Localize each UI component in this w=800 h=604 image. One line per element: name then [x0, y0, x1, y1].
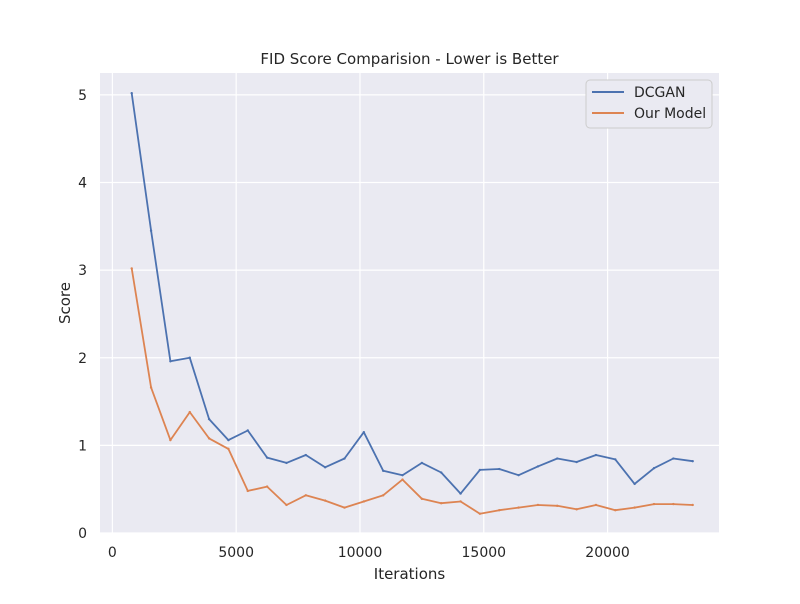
data-point: [614, 509, 617, 512]
data-point: [517, 473, 520, 477]
legend-label: DCGAN: [634, 85, 685, 101]
y-tick-label: 1: [78, 438, 87, 454]
x-tick-label: 20000: [585, 545, 630, 561]
data-point: [536, 503, 540, 507]
data-point: [343, 506, 346, 509]
data-point: [575, 460, 578, 464]
y-tick-label: 5: [78, 88, 87, 104]
data-point: [420, 497, 424, 501]
data-point: [401, 478, 404, 481]
data-point: [323, 499, 327, 502]
data-point: [575, 508, 578, 511]
data-point: [188, 410, 191, 414]
y-tick-label: 3: [78, 263, 87, 279]
data-point: [246, 429, 249, 432]
data-point: [246, 489, 249, 493]
data-point: [517, 506, 520, 509]
data-point: [149, 386, 153, 389]
data-point: [556, 504, 559, 508]
data-point: [227, 438, 230, 442]
y-tick-label: 2: [78, 351, 87, 367]
data-point: [265, 485, 269, 488]
data-point: [362, 500, 366, 503]
tick-labels: 0 5000 10000 15000 20000 0 1 2 3 4 5: [78, 88, 630, 561]
data-point: [130, 91, 133, 95]
data-point: [594, 453, 598, 457]
data-point: [362, 431, 366, 434]
data-point: [594, 503, 598, 507]
data-point: [285, 461, 288, 465]
y-tick-label: 4: [78, 176, 87, 192]
data-point: [381, 469, 385, 472]
data-point: [207, 437, 211, 440]
data-point: [478, 512, 482, 515]
data-point: [652, 502, 656, 506]
x-tick-label: 5000: [218, 545, 254, 561]
data-point: [459, 500, 462, 503]
data-point: [440, 502, 443, 505]
data-point: [498, 467, 501, 471]
data-point: [304, 453, 308, 457]
data-point: [130, 267, 133, 270]
data-point: [440, 471, 443, 474]
chart-title: FID Score Comparision - Lower is Better: [260, 50, 559, 68]
data-point: [188, 356, 191, 359]
data-point: [691, 503, 694, 507]
data-point: [381, 494, 385, 497]
grid-lines: [100, 73, 719, 534]
data-point: [343, 457, 346, 460]
data-point: [323, 466, 327, 469]
data-point: [227, 447, 230, 451]
series-0: [130, 91, 694, 495]
data-point: [478, 468, 482, 472]
data-point: [614, 458, 617, 461]
data-point: [459, 492, 462, 495]
data-point: [498, 509, 501, 512]
data-point: [652, 466, 656, 470]
data-point: [401, 473, 404, 477]
x-tick-label: 10000: [338, 545, 383, 561]
y-axis-label: Score: [56, 282, 74, 324]
data-point: [207, 417, 211, 421]
data-point: [169, 438, 172, 442]
series-line: [130, 92, 694, 495]
data-point: [633, 482, 636, 486]
data-point: [169, 360, 172, 363]
x-tick-label: 0: [108, 545, 117, 561]
x-axis-label: Iterations: [374, 565, 446, 583]
series-line: [130, 267, 694, 515]
y-tick-label: 0: [78, 526, 87, 542]
x-tick-label: 15000: [462, 545, 507, 561]
plot-area: [100, 73, 719, 533]
data-point: [691, 459, 694, 463]
legend-label: Our Model: [634, 106, 706, 122]
legend: DCGAN Our Model: [585, 79, 713, 129]
data-point: [149, 229, 153, 232]
data-point: [633, 506, 636, 509]
data-point: [536, 465, 540, 468]
data-point: [672, 502, 675, 506]
data-point: [420, 461, 424, 465]
series-layer: [130, 91, 694, 515]
data-point: [556, 457, 559, 460]
data-point: [672, 457, 675, 460]
data-point: [304, 494, 308, 497]
series-1: [130, 267, 694, 515]
data-point: [285, 503, 288, 507]
data-point: [265, 456, 269, 459]
